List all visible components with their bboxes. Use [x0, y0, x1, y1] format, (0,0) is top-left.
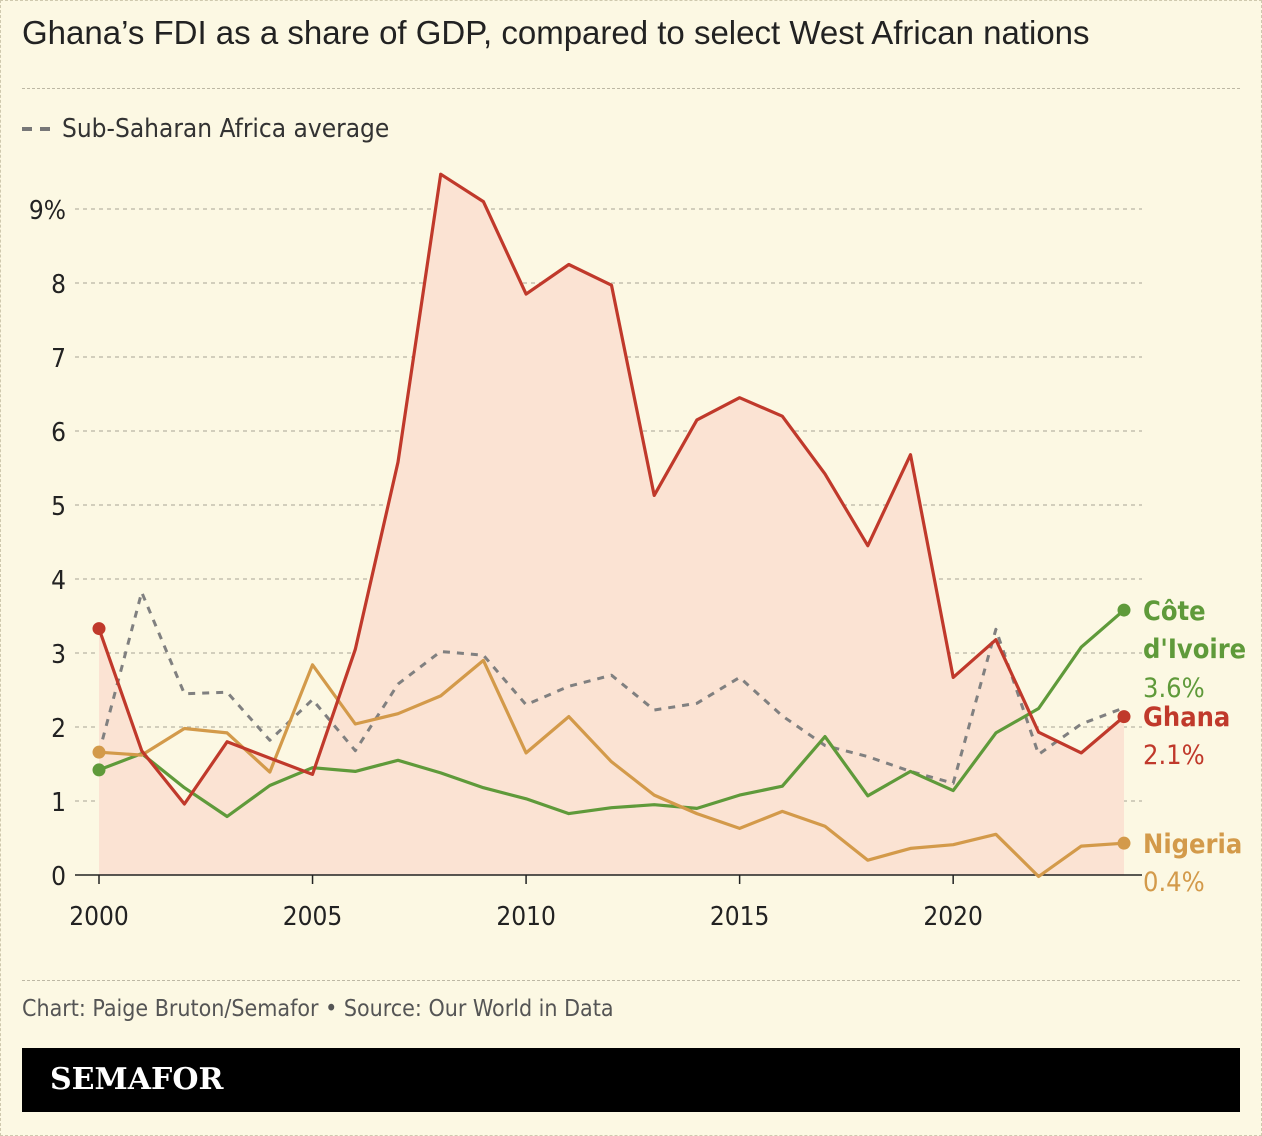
end-label-nigeria: Nigeria [1143, 829, 1242, 860]
y-tick-label: 9% [29, 196, 66, 226]
chart-title: Ghana’s FDI as a share of GDP, compared … [22, 14, 1090, 51]
x-tick-label: 2005 [283, 902, 343, 932]
y-tick-label: 7 [51, 344, 66, 374]
dashed-line-legend-icon [22, 127, 52, 131]
end-label-ghana: Ghana [1143, 702, 1230, 733]
line-chart: 0 1 2 3 4 5 6 7 8 9% 2000 2005 2010 2015 2020 Côte d'Iv… [29, 172, 1246, 932]
x-tick-label: 2020 [923, 902, 983, 932]
series-line-nigeria [97, 658, 1126, 879]
y-tick-label: 1 [51, 788, 66, 818]
end-value-ghana: 2.1% [1143, 740, 1205, 771]
y-tick-label: 0 [51, 862, 66, 892]
end-label-cote-divoire-line1: Côte [1143, 596, 1206, 627]
series-line-ssa_average [97, 590, 1125, 785]
x-tick-label: 2000 [69, 902, 129, 932]
ghana-area-layer [99, 174, 1124, 875]
axis-ticks: 0 1 2 3 4 5 6 7 8 9% 2000 2005 2010 2015 2020 [29, 196, 1142, 932]
source-credit: Chart: Paige Bruton/Semafor • Source: Ou… [22, 996, 614, 1022]
end-value-cote-divoire: 3.6% [1143, 673, 1205, 704]
y-tick-label: 4 [51, 566, 66, 596]
semafor-logo: SEMAFOR [50, 1062, 224, 1097]
legend: Sub-Saharan Africa average [22, 114, 389, 144]
y-tick-label: 8 [51, 270, 66, 300]
y-tick-label: 2 [51, 714, 66, 744]
end-point-nigeria [1117, 836, 1131, 850]
end-labels: Côte d'Ivoire 3.6%Ghana 2.1% Nigeria 0.4% [1143, 596, 1246, 898]
ghana-area [99, 174, 1124, 875]
end-label-cote-divoire-line2: d'Ivoire [1143, 634, 1246, 665]
start-point-cote_divoire [92, 763, 106, 777]
start-point-ghana [92, 622, 106, 636]
series-line-cote_divoire [97, 608, 1126, 819]
series-line-ghana [97, 172, 1126, 806]
series-lines [92, 172, 1131, 879]
legend-label-ssa-average: Sub-Saharan Africa average [62, 114, 390, 144]
title-divider [22, 88, 1240, 89]
y-tick-label: 3 [51, 640, 66, 670]
footer-divider [22, 980, 1240, 981]
end-value-nigeria: 0.4% [1143, 867, 1205, 898]
x-tick-label: 2015 [710, 902, 770, 932]
x-tick-label: 2010 [496, 902, 556, 932]
y-tick-label: 5 [51, 492, 66, 522]
end-point-cote_divoire [1117, 603, 1131, 617]
end-point-ghana [1117, 710, 1131, 724]
start-point-nigeria [92, 745, 106, 759]
brand-bar: SEMAFOR [22, 1048, 1240, 1112]
y-tick-label: 6 [51, 418, 66, 448]
